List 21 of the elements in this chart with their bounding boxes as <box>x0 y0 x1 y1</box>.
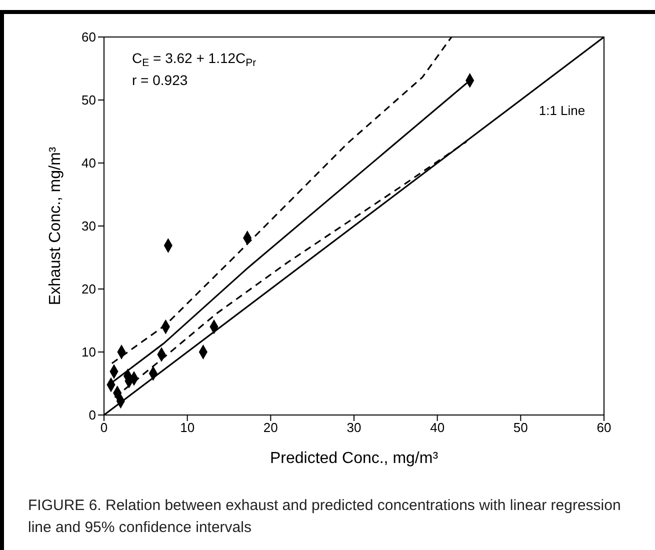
x-tick-label: 20 <box>263 420 278 436</box>
x-tick-label: 60 <box>596 420 612 436</box>
series-label: 1:1 Line <box>538 103 586 118</box>
y-tick-label: 50 <box>82 92 96 108</box>
annotation: r = 0.923 <box>132 72 188 88</box>
y-tick-label: 40 <box>82 156 96 171</box>
x-tick-label: 30 <box>346 420 362 436</box>
y-tick-label: 30 <box>82 218 96 234</box>
y-axis-title: Exhaust Conc., mg/m³ <box>47 146 64 306</box>
y-tick-label: 0 <box>88 408 96 423</box>
y-tick-label: 20 <box>82 282 96 297</box>
y-tick-label: 10 <box>82 344 96 360</box>
caption: FIGURE 6. Relation between exhaust and predicted concentrations with linear regression line and 95% confidence intervals <box>28 496 622 538</box>
x-axis-title: Predicted Conc., mg/m³ <box>270 450 439 467</box>
x-tick-label: 50 <box>513 420 528 436</box>
x-tick-label: 40 <box>430 420 445 436</box>
annotation: C$_{E}$ = 3.62 + 1.12C$_{Pr}$ <box>132 50 257 69</box>
x-tick-label: 0 <box>100 420 108 436</box>
line-series <box>114 140 468 398</box>
y-tick-label: 60 <box>82 30 96 45</box>
x-tick-label: 10 <box>180 420 195 436</box>
